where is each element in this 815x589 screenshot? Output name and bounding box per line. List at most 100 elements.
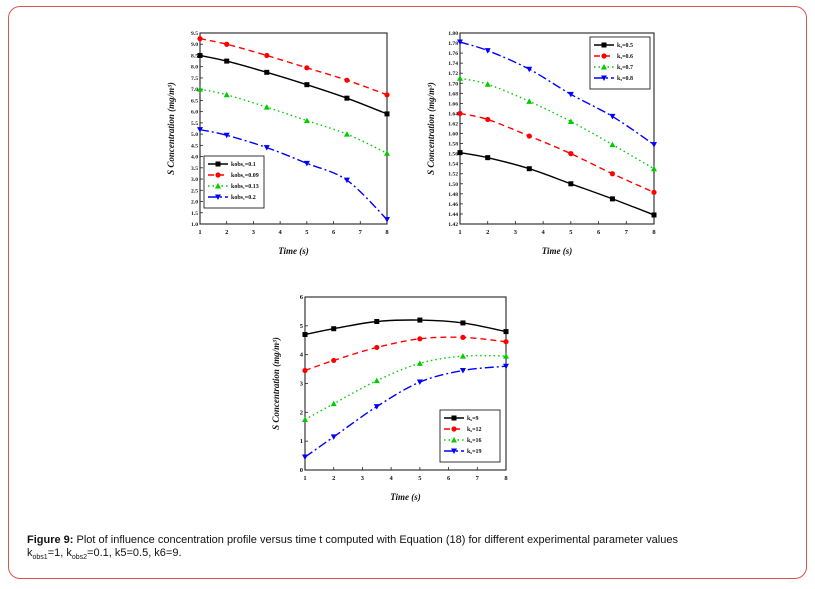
data-point [568,181,574,187]
data-point [526,98,533,104]
x-tick-label: 7 [359,229,363,236]
x-tick-label: 1 [198,229,201,236]
y-axis-label: S Concentration (mg/m³) [426,82,436,175]
legend-marker [451,437,457,443]
data-point [197,86,203,92]
data-point [330,434,337,440]
data-point [459,368,466,374]
data-point [503,363,509,370]
legend-label: k₅=0.8 [617,76,633,82]
data-point [651,142,657,148]
series-line [304,319,507,336]
series-line [459,151,655,216]
series-line [199,37,388,96]
data-point [567,91,574,98]
x-tick-label: 5 [305,229,309,236]
x-tick-label: 8 [504,475,508,482]
data-point [457,150,463,156]
series-kobs-0-1 [197,52,390,117]
legend-marker [601,53,607,59]
x-tick-label: 3 [361,475,365,482]
data-point [302,367,308,374]
y-tick-label: 1.44 [448,212,458,218]
y-tick-label: 8.5 [191,53,198,59]
y-tick-label: 9.5 [191,31,198,37]
data-point [343,131,350,137]
caption-value-2: =0.1, k5=0.5, k6=9. [87,547,182,559]
x-tick-label: 1 [303,475,306,482]
y-tick-label: 2 [300,409,303,416]
y-tick-label: 1.58 [448,142,458,148]
legend-marker [601,75,607,81]
figure-frame [8,6,807,579]
data-point [224,41,230,47]
y-tick-label: 1.56 [448,152,458,158]
data-point [609,113,616,120]
legend: k₆=9 k₆=12 k₆=16 k₆=19 [439,409,501,463]
x-tick-label: 8 [652,229,656,236]
caption-text: Plot of influence concentration profile … [76,534,678,546]
series-k-9 [302,317,509,337]
x-axis-label: Time (s) [278,246,308,256]
series-line [304,354,507,421]
y-tick-label: 2.0 [191,200,198,206]
y-tick-label: 0 [300,467,303,474]
y-tick-label: 1.80 [448,31,458,37]
data-point [567,118,574,124]
legend: k₅=0.5 k₅=0.6 k₅=0.7 k₅=0.8 [589,36,651,90]
data-point [416,360,423,366]
data-point [459,353,466,359]
x-axis-label: Time (s) [542,246,572,256]
y-tick-label: 1.76 [448,51,458,57]
y-tick-label: 1.78 [448,41,458,47]
data-point [485,155,491,161]
y-tick-label: 1.60 [448,132,458,138]
data-point [609,171,616,177]
data-point [331,357,337,364]
data-point [223,91,230,98]
caption-k: k [27,547,33,559]
x-tick-label: 5 [569,229,573,236]
data-point [374,319,380,325]
legend-marker [451,415,457,421]
x-tick-label: 5 [418,475,422,482]
data-point [416,379,423,386]
data-point [568,151,574,157]
data-point [343,177,350,184]
data-point [526,133,532,139]
y-tick-label: 5.0 [191,132,198,138]
y-tick-label: 4.0 [191,155,198,161]
x-tick-label: 8 [385,229,389,236]
legend-label: kobs₁=0.09 [231,173,259,179]
legend-label: kobs₁=0.1 [231,162,256,168]
data-point [484,48,491,54]
legend-label: k₆=9 [467,416,479,422]
legend-label: kobs₁=0.13 [231,184,259,190]
series-k-12 [302,334,509,374]
x-tick-label: 2 [486,229,489,236]
series-k-16 [302,353,509,423]
series-line [199,128,388,221]
x-tick-label: 4 [542,229,546,236]
data-point [304,65,310,71]
legend-label: k₆=19 [467,449,482,455]
caption-sub-obs2: obs2 [71,554,88,562]
y-tick-label: 6.5 [191,98,198,104]
x-tick-label: 6 [332,229,336,236]
data-point [457,39,463,46]
x-tick-label: 3 [514,229,518,236]
data-point [651,189,657,195]
data-point [302,416,308,423]
y-tick-label: 3.5 [191,166,198,172]
data-point [457,75,463,81]
caption-label: Figure 9: [27,534,74,546]
x-tick-label: 2 [225,229,228,236]
legend-marker [215,161,221,167]
x-tick-label: 1 [458,229,461,236]
data-point [460,320,466,326]
data-point [197,36,203,42]
legend-label: k₅=0.5 [617,43,633,49]
y-tick-label: 2.5 [191,188,198,194]
y-tick-label: 1 [300,438,303,445]
